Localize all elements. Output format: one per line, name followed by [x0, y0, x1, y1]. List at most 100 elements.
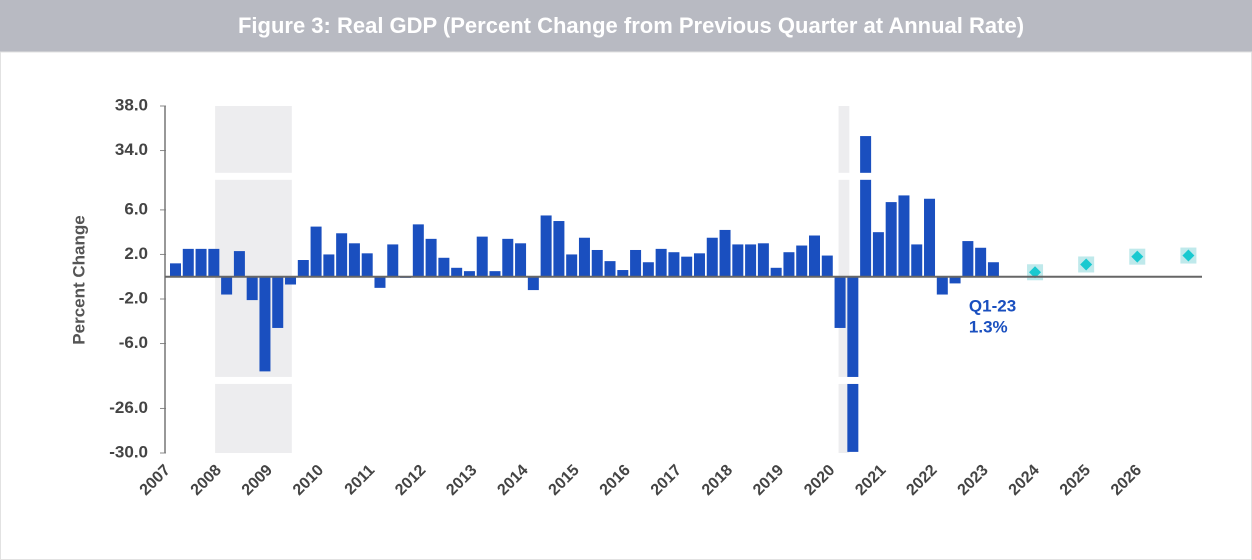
bar — [438, 257, 450, 277]
y-tick-label: -30.0 — [109, 442, 148, 461]
bar — [425, 238, 437, 277]
bar — [987, 262, 999, 277]
bar — [847, 276, 859, 452]
bar — [195, 248, 207, 277]
bar — [885, 202, 897, 277]
bar — [323, 254, 335, 277]
bar — [463, 271, 475, 277]
x-tick-label: 2026 — [1108, 462, 1145, 499]
bar — [297, 260, 309, 277]
annotation-label: Q1-23 — [969, 296, 1016, 315]
bar — [170, 263, 181, 277]
y-tick-label: 38.0 — [115, 95, 148, 114]
bar — [361, 253, 373, 277]
bar — [515, 243, 527, 277]
bar — [476, 236, 488, 277]
bar — [655, 248, 667, 277]
y-tick-label: 34.0 — [115, 140, 148, 159]
bar — [936, 276, 948, 295]
axis-break — [167, 376, 1203, 384]
bar — [221, 276, 233, 295]
x-tick-label: 2008 — [188, 462, 225, 499]
bar — [642, 262, 654, 277]
bar — [757, 243, 769, 277]
bar — [310, 226, 322, 277]
forecast-point — [1029, 266, 1042, 279]
forecast-point — [1080, 258, 1093, 271]
bar — [719, 229, 731, 277]
x-tick-label: 2023 — [955, 462, 992, 499]
bar — [591, 249, 603, 277]
bar — [617, 270, 629, 277]
x-tick-label: 2014 — [494, 462, 531, 499]
x-tick-label: 2024 — [1006, 462, 1043, 499]
header-bar — [0, 0, 1252, 52]
y-tick-label: 2.0 — [124, 244, 148, 263]
x-tick-label: 2013 — [443, 462, 480, 499]
bar — [348, 243, 360, 277]
bar — [860, 136, 872, 277]
bar — [745, 244, 757, 277]
bar — [949, 276, 961, 284]
bar — [872, 232, 884, 277]
x-tick-label: 2018 — [699, 462, 736, 499]
bar — [566, 254, 578, 277]
bar — [693, 253, 705, 277]
bar — [604, 261, 616, 277]
bar — [233, 251, 245, 277]
bar — [374, 276, 386, 288]
x-tick-label: 2007 — [137, 462, 174, 499]
bar — [770, 267, 782, 277]
x-tick-label: 2017 — [648, 462, 685, 499]
bar — [489, 271, 501, 277]
x-tick-label: 2021 — [852, 462, 889, 499]
y-tick-label: -6.0 — [119, 333, 148, 352]
bar — [962, 241, 974, 277]
y-axis-title: Percent Change — [69, 215, 88, 344]
axis-break — [167, 172, 1203, 180]
bar — [259, 276, 271, 372]
bar — [706, 237, 718, 277]
x-tick-label: 2015 — [546, 462, 583, 499]
bar — [668, 252, 680, 277]
x-tick-label: 2009 — [239, 462, 276, 499]
forecast-point — [1182, 249, 1195, 262]
bar — [924, 198, 936, 277]
bar — [336, 233, 348, 277]
bar — [834, 276, 846, 328]
annotation-value: 1.3% — [969, 317, 1008, 336]
bar — [578, 237, 590, 277]
bar — [783, 252, 795, 277]
x-tick-label: 2020 — [801, 462, 838, 499]
bar — [272, 276, 284, 328]
x-tick-label: 2016 — [597, 462, 634, 499]
bar — [527, 276, 539, 291]
y-tick-label: -26.0 — [109, 398, 148, 417]
bar — [732, 244, 744, 277]
chart-title: Figure 3: Real GDP (Percent Change from … — [238, 13, 1024, 38]
bar — [182, 248, 194, 277]
x-tick-label: 2011 — [342, 462, 379, 499]
bar — [630, 249, 642, 277]
bar — [246, 276, 258, 301]
bar — [553, 221, 565, 277]
bar — [975, 247, 987, 277]
x-tick-label: 2010 — [290, 462, 327, 499]
bar — [208, 248, 220, 277]
y-tick-label: -2.0 — [119, 288, 148, 307]
bar — [681, 256, 693, 277]
bar — [821, 255, 833, 277]
bar — [911, 244, 923, 277]
x-tick-label: 2025 — [1057, 462, 1094, 499]
bar — [451, 267, 463, 277]
bar — [387, 244, 399, 277]
bar — [412, 224, 424, 277]
bar — [898, 195, 910, 277]
y-tick-label: 6.0 — [124, 199, 148, 218]
bar — [285, 276, 297, 285]
x-tick-label: 2019 — [750, 462, 787, 499]
bar — [809, 235, 820, 277]
bar — [796, 245, 808, 277]
bar — [502, 238, 514, 277]
